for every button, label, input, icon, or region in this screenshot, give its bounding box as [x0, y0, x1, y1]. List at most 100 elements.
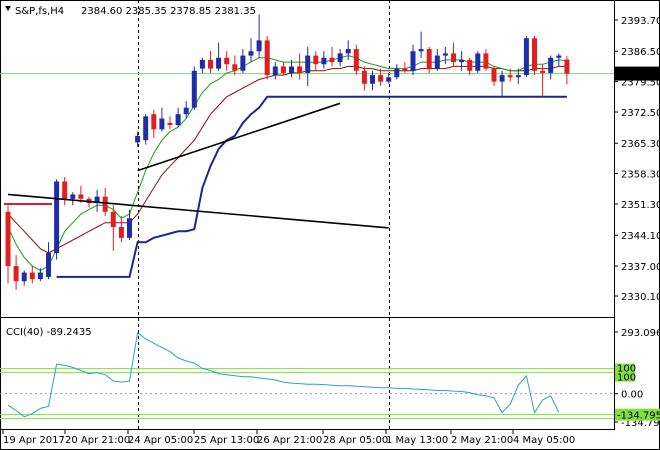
candle-bull [515, 75, 521, 78]
candle-bull [305, 55, 311, 73]
candle-bull [21, 272, 27, 282]
cci-level-tag-label: -134.7955 [617, 411, 660, 422]
candle-bull [370, 75, 375, 84]
candle-bull [240, 55, 246, 71]
candle-bull [475, 53, 481, 71]
cci-tick-label: -134.7955 [621, 418, 660, 429]
trendline [137, 102, 341, 172]
current-price-tag-box [615, 66, 660, 81]
candle-bull [386, 77, 392, 82]
symbol-label: S&P,fs,H4 [15, 6, 64, 17]
candle-bull [54, 181, 60, 254]
candle-bear [5, 211, 11, 267]
ohlc-values: 2384.60 2385.35 2378.85 2381.35 [81, 6, 256, 17]
chart-header: S&P,fs,H4 2384.60 2385.35 2378.85 2381.3… [5, 6, 256, 17]
candle-bull [175, 114, 181, 126]
candle-bear [378, 75, 384, 82]
candle-bull [256, 40, 262, 52]
price-tick-label: 2358.30 [621, 170, 660, 181]
candle-bull [418, 49, 424, 52]
price-tick-label: 2393.70 [621, 16, 660, 27]
price-tick-label: 2351.30 [621, 200, 660, 211]
time-tick-label: 24 Apr 05:00 [128, 435, 193, 446]
candle-bull [46, 253, 51, 277]
candles [5, 14, 570, 290]
candle-bear [467, 59, 473, 71]
candle-bear [426, 49, 432, 69]
candle-bear [13, 266, 19, 282]
candle-bull [272, 66, 278, 76]
candle-bull [499, 75, 505, 82]
candle-bear [62, 181, 68, 199]
time-tick-label: 20 Apr 21:00 [65, 435, 130, 446]
candle-bull [556, 55, 562, 58]
candle-bull [321, 57, 327, 65]
main-pane: 2393.70 2386.50 2379.50 2372.50 2365.30 2358.… [0, 0, 660, 430]
candle-bull [143, 116, 149, 141]
candle-bull [159, 118, 165, 130]
candle-bull [345, 49, 351, 54]
price-tick-label: 2365.30 [621, 139, 660, 150]
candle-bear [564, 59, 570, 74]
cci-title: CCI(40) -89.2435 [6, 327, 92, 338]
candle-bear [224, 57, 230, 65]
candle-bull [459, 59, 465, 63]
candle-bull [248, 51, 254, 56]
time-tick-label: 1 May 13:00 [386, 435, 448, 446]
ma-fast-line [7, 55, 567, 271]
price-tick-label: 2344.10 [621, 231, 660, 242]
candle-bear [208, 59, 213, 69]
price-tick-label: 2379.50 [621, 78, 660, 89]
candle-bear [540, 70, 546, 73]
cci-level-tag-label: 100 [617, 364, 636, 375]
candle-bull [548, 57, 554, 73]
candle-bear [532, 38, 537, 71]
cci-period-separators [138, 318, 390, 429]
candle-bear [118, 227, 124, 238]
candle-bull [394, 68, 400, 78]
candle-bear [110, 211, 116, 227]
price-tick-label: 2330.10 [621, 292, 660, 303]
price-tick-label: 2386.50 [621, 47, 660, 58]
cci-tick-label: 293.0961 [621, 328, 660, 339]
candle-bear [507, 75, 513, 78]
candle-bear [297, 66, 303, 73]
candle-bear [361, 70, 367, 84]
candle-bull [70, 194, 76, 199]
candle-bear [232, 64, 238, 71]
candle-bear [280, 66, 286, 73]
current-price-tag-label: 2381.35 [621, 70, 660, 81]
candle-bear [329, 57, 335, 63]
time-tick-label: 4 May 05:00 [513, 435, 575, 446]
trendline [7, 193, 389, 229]
indicator-overlays [7, 55, 567, 278]
candle-bull [127, 218, 132, 238]
time-tick-label: 25 Apr 13:00 [194, 435, 259, 446]
candle-bear [264, 40, 270, 76]
candle-bear [78, 194, 84, 199]
time-tick-label: 19 Apr 2017 [3, 435, 65, 446]
time-tick-label: 26 Apr 21:00 [257, 435, 322, 446]
price-tick-label: 2337.00 [621, 262, 660, 273]
candle-bull [191, 70, 197, 108]
cci-series [7, 331, 560, 418]
candle-bull [523, 38, 529, 76]
price-ticks: 2393.70 2386.50 2379.50 2372.50 2365.30 2358.… [614, 16, 660, 303]
candle-bull [289, 66, 294, 73]
current-price-tag: 2381.35 [615, 66, 660, 81]
cci-tick-label: 0.00 [621, 390, 643, 401]
cci-line [7, 331, 560, 418]
time-tick-label: 28 Apr 05:00 [323, 435, 388, 446]
candle-bear [483, 53, 489, 69]
candle-bear [451, 53, 456, 63]
cci-level-tag-label: 100 [617, 373, 636, 384]
price-tick-label: 2372.50 [621, 108, 660, 119]
candle-bull [37, 272, 43, 280]
candle-bull [216, 57, 222, 69]
candle-bear [167, 122, 173, 126]
chevron-down-icon[interactable] [5, 6, 11, 11]
